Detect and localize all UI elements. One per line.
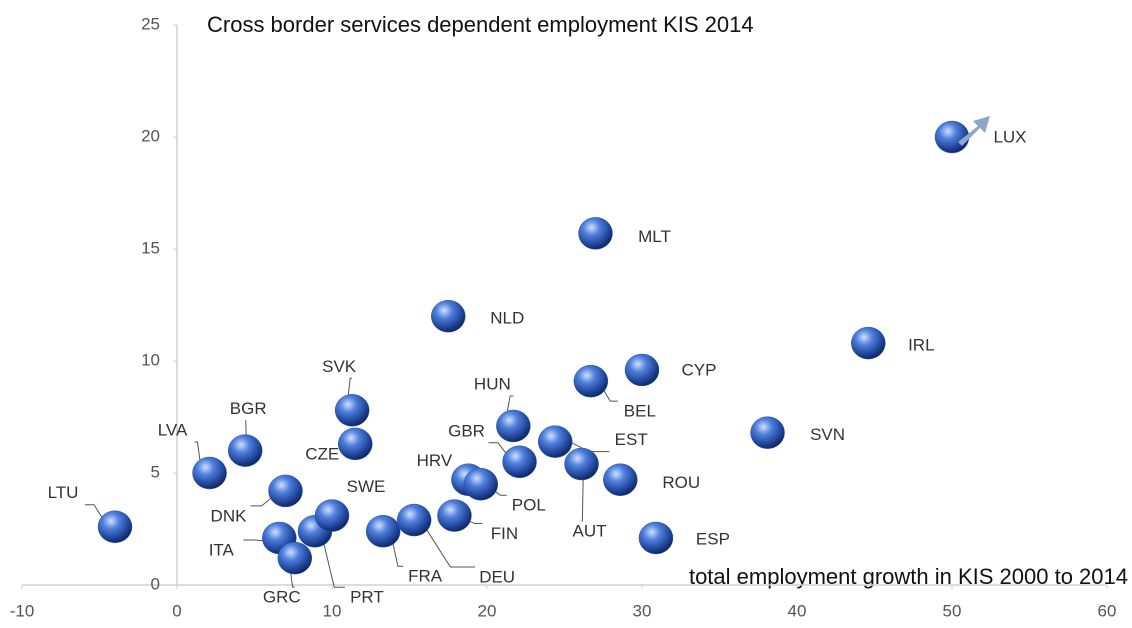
point-label: EST xyxy=(615,430,648,449)
point-label: GRC xyxy=(263,588,301,607)
x-tick-label: 50 xyxy=(943,601,962,620)
point-label: LUX xyxy=(993,127,1026,146)
point-label: POL xyxy=(512,496,546,515)
point xyxy=(603,463,638,496)
point xyxy=(227,434,263,467)
leader-line xyxy=(581,477,584,522)
x-tick-label: -10 xyxy=(10,601,35,620)
leader-line xyxy=(488,442,508,456)
leader-line xyxy=(347,377,353,397)
point-label: BEL xyxy=(624,402,656,421)
leader-line xyxy=(506,395,514,414)
point xyxy=(192,456,227,490)
point-label: LTU xyxy=(48,483,79,502)
point xyxy=(463,467,499,501)
point xyxy=(268,474,303,508)
point xyxy=(564,447,599,481)
leader-line xyxy=(243,539,266,542)
x-tick-label: 0 xyxy=(172,601,181,620)
point-label: ITA xyxy=(209,540,235,559)
point xyxy=(851,326,886,360)
point xyxy=(573,364,609,398)
y-tick-label: 0 xyxy=(151,574,160,593)
x-tick-label: 60 xyxy=(1098,601,1117,620)
point xyxy=(277,541,313,575)
x-tick-label: 30 xyxy=(633,601,652,620)
point-label: BGR xyxy=(230,399,267,418)
leader-line xyxy=(425,527,476,568)
y-tick-label: 15 xyxy=(141,238,160,257)
point xyxy=(750,416,785,449)
y-tick-label: 25 xyxy=(141,14,160,33)
point-label: SWE xyxy=(347,477,386,496)
point xyxy=(365,514,401,548)
leader-line xyxy=(323,542,345,588)
chart-title: Cross border services dependent employme… xyxy=(207,12,754,37)
point-label: LVA xyxy=(158,420,188,439)
point-label: ROU xyxy=(662,473,700,492)
point xyxy=(578,217,613,250)
point-label: SVK xyxy=(322,357,357,376)
leader-line xyxy=(392,541,404,567)
point-label: IRL xyxy=(908,336,934,355)
point xyxy=(437,499,472,532)
leader-line xyxy=(194,441,201,463)
point-label: HUN xyxy=(474,374,511,393)
x-tick-label: 20 xyxy=(478,601,497,620)
point xyxy=(624,353,660,387)
leader-line xyxy=(602,388,618,402)
point xyxy=(97,510,133,544)
point-label: NLD xyxy=(490,309,524,328)
point-label: DNK xyxy=(211,506,248,525)
point xyxy=(638,521,674,555)
x-tick-label: 10 xyxy=(323,601,342,620)
point xyxy=(431,299,466,333)
point-label: GBR xyxy=(448,421,485,440)
point xyxy=(537,425,573,458)
point xyxy=(314,499,350,532)
leader-line xyxy=(245,420,247,437)
y-tick-label: 10 xyxy=(141,350,160,369)
point-label: FRA xyxy=(408,567,443,586)
point-label: SVN xyxy=(810,425,845,444)
trend-arrow xyxy=(958,116,990,146)
leader-line xyxy=(85,504,104,520)
point xyxy=(934,120,970,154)
point-label: FIN xyxy=(491,524,518,543)
point-label: CZE xyxy=(305,444,339,463)
point-label: CYP xyxy=(682,360,717,379)
point-label: AUT xyxy=(573,522,607,541)
plot-area: -10 0 10 20 30 40 50 60 0 5 10 15 20 25 LTU LVA BGR SVK CZ… xyxy=(10,14,1117,620)
point-label: MLT xyxy=(638,227,671,246)
point xyxy=(502,445,537,479)
point xyxy=(396,503,432,537)
point-label: ESP xyxy=(696,529,730,548)
leader-line xyxy=(289,571,295,588)
point-label: PRT xyxy=(350,588,384,607)
point xyxy=(334,394,370,427)
point xyxy=(496,409,531,443)
leader-line xyxy=(250,496,274,507)
point xyxy=(338,427,373,461)
x-tick-label: 40 xyxy=(788,601,807,620)
point-label: HRV xyxy=(417,451,453,470)
y-tick-label: 5 xyxy=(151,462,160,481)
y-tick-label: 20 xyxy=(141,126,160,145)
point-label: DEU xyxy=(479,568,515,587)
